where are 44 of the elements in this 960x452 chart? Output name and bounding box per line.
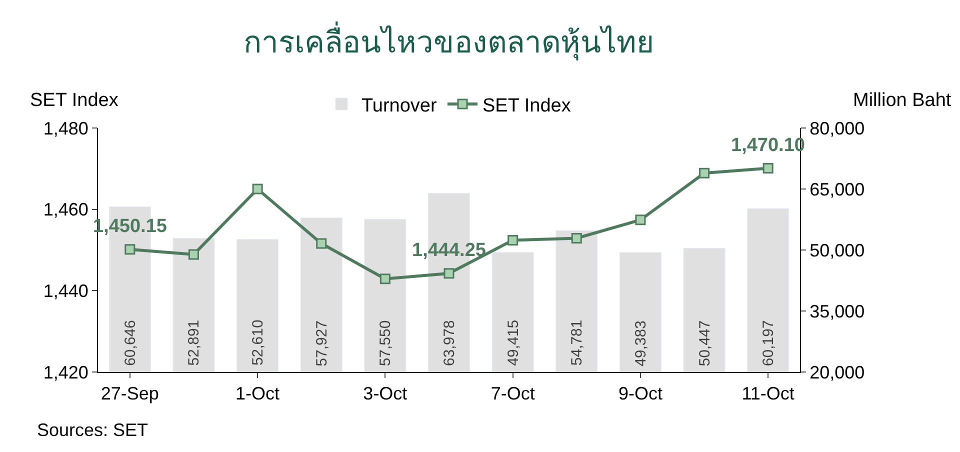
x-tick-label: 1-Oct bbox=[236, 384, 280, 404]
data-label: 50,447 bbox=[696, 320, 714, 366]
point bbox=[380, 274, 390, 284]
data-label: 60,197 bbox=[760, 320, 778, 366]
point bbox=[252, 184, 263, 194]
data-label: 52,610 bbox=[250, 320, 267, 366]
chart-title: การเคลื่อนไหวของตลาดหุ้นไทย bbox=[244, 22, 654, 62]
legend-label: SET Index bbox=[482, 95, 572, 116]
data-label: 60,646 bbox=[122, 320, 139, 366]
point bbox=[316, 238, 327, 249]
y2-tick-label: 80,000 bbox=[810, 118, 865, 138]
y-tick-label: 1,440 bbox=[43, 280, 88, 301]
data-label: 49,383 bbox=[632, 320, 650, 366]
y-tick-label: 1,420 bbox=[43, 362, 88, 382]
y2-tick-label: 50,000 bbox=[810, 240, 865, 260]
x-tick-label: 3-Oct bbox=[363, 384, 408, 404]
point bbox=[444, 268, 454, 279]
y2-tick-label: 35,000 bbox=[810, 301, 865, 322]
legend-label: Turnover bbox=[362, 95, 438, 116]
data-label: 63,978 bbox=[441, 320, 458, 366]
point bbox=[635, 214, 646, 226]
y-axis-title: SET Index bbox=[30, 90, 119, 111]
data-label: 52,891 bbox=[186, 320, 203, 366]
y2-axis-title: Million Baht bbox=[853, 90, 952, 111]
y2-tick-label: 20,000 bbox=[810, 362, 865, 382]
point bbox=[188, 249, 199, 260]
y-tick-label: 1,460 bbox=[43, 200, 88, 220]
point bbox=[762, 163, 774, 174]
x-tick-label: 11-Oct bbox=[742, 384, 794, 404]
point bbox=[508, 234, 518, 246]
source-note: Sources: SET bbox=[37, 420, 148, 440]
point bbox=[571, 232, 582, 244]
x-tick-label: 9-Oct bbox=[618, 384, 662, 404]
point bbox=[124, 244, 136, 255]
x-tick-label: 27-Sep bbox=[100, 384, 159, 404]
point bbox=[699, 168, 710, 178]
data-label: 49,415 bbox=[504, 320, 522, 366]
data-label: 57,550 bbox=[377, 320, 394, 366]
data-label: 54,781 bbox=[568, 320, 586, 366]
data-label: 1,444.25 bbox=[412, 240, 486, 261]
y-tick-label: 1,480 bbox=[43, 118, 88, 138]
y2-tick-label: 65,000 bbox=[810, 179, 865, 200]
x-tick-label: 7-Oct bbox=[490, 384, 535, 404]
data-label: 57,927 bbox=[313, 320, 330, 366]
